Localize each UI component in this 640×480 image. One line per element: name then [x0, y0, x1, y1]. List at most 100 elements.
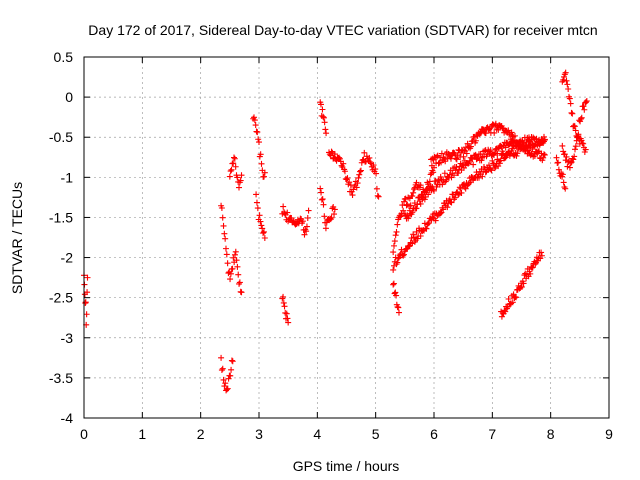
data-point: [516, 141, 523, 148]
data-point: [390, 280, 397, 287]
data-point: [354, 180, 361, 187]
data-point: [481, 147, 488, 154]
data-point: [565, 85, 572, 92]
data-point: [440, 206, 447, 213]
data-point: [395, 304, 402, 311]
data-point: [228, 366, 235, 373]
data-point: [410, 189, 417, 196]
data-point: [417, 232, 424, 239]
data-point: [328, 148, 335, 155]
plot-frame: [83, 56, 610, 419]
data-point: [526, 137, 533, 144]
data-point: [233, 257, 240, 264]
data-point: [280, 203, 287, 210]
data-point: [256, 212, 263, 219]
data-point: [477, 129, 484, 136]
data-point: [390, 266, 397, 273]
data-point: [221, 230, 228, 237]
data-point: [336, 154, 343, 161]
data-point: [428, 162, 435, 169]
data-point: [397, 213, 404, 220]
data-point: [430, 169, 437, 176]
data-point: [231, 154, 237, 161]
data-point: [426, 178, 433, 185]
data-point: [84, 289, 91, 296]
data-point: [554, 159, 561, 166]
data-point: [361, 149, 368, 156]
data-point: [492, 120, 499, 127]
data-point: [304, 215, 311, 222]
data-point: [228, 166, 235, 173]
grid: [84, 57, 609, 418]
data-point: [499, 148, 506, 155]
data-point: [318, 196, 325, 203]
data-point: [284, 209, 291, 216]
data-point: [495, 126, 502, 133]
data-point: [479, 173, 486, 180]
data-point: [413, 205, 420, 212]
data-point: [218, 367, 225, 374]
data-point: [393, 228, 400, 235]
data-point: [375, 193, 382, 200]
data-point: [502, 308, 509, 315]
data-point: [327, 216, 334, 223]
x-tick-label: 7: [488, 426, 496, 442]
data-point: [527, 270, 534, 277]
data-point: [336, 155, 343, 162]
data-point: [394, 221, 401, 228]
data-point: [281, 303, 288, 310]
data-point: [538, 249, 545, 256]
data-point: [520, 280, 527, 287]
data-point: [373, 185, 380, 192]
y-tick-label: 0.5: [54, 49, 74, 65]
x-tick-label: 3: [255, 426, 263, 442]
data-point: [531, 153, 538, 160]
data-point: [505, 295, 512, 302]
data-point: [567, 159, 574, 166]
data-point: [511, 132, 518, 139]
data-point: [373, 170, 380, 177]
data-point: [251, 114, 257, 121]
data-point: [491, 129, 498, 136]
data-point: [569, 110, 576, 117]
data-point: [261, 235, 268, 242]
data-point: [390, 281, 397, 288]
data-point: [320, 114, 327, 121]
data-point: [84, 274, 91, 281]
data-point: [393, 292, 400, 299]
data-point: [455, 170, 462, 177]
data-point: [235, 271, 242, 278]
data-point: [372, 166, 379, 173]
data-point: [513, 152, 520, 159]
data-point: [582, 99, 589, 106]
data-point: [236, 279, 243, 286]
data-point: [222, 245, 229, 252]
data-point: [453, 156, 460, 163]
data-point: [358, 159, 365, 166]
data-point: [487, 166, 494, 173]
data-point: [579, 140, 586, 147]
data-point: [463, 150, 470, 157]
data-point: [541, 151, 548, 158]
data-point: [255, 136, 262, 143]
data-point: [529, 146, 536, 153]
data-point: [577, 115, 584, 122]
data-point: [261, 169, 268, 176]
data-point: [260, 230, 267, 237]
data-point: [303, 223, 310, 230]
data-point: [455, 191, 462, 198]
data-point: [303, 228, 310, 235]
data-point: [229, 265, 236, 272]
data-point: [470, 161, 477, 168]
data-point: [257, 218, 264, 225]
y-tick-label: -3.5: [49, 370, 73, 386]
data-point: [437, 173, 444, 180]
data-point: [431, 187, 437, 194]
ticks: [83, 56, 610, 419]
data-point: [227, 270, 234, 277]
data-point: [417, 200, 424, 207]
data-point: [508, 129, 515, 136]
data-point: [406, 243, 412, 250]
data-point: [346, 179, 353, 186]
data-point: [301, 231, 308, 238]
